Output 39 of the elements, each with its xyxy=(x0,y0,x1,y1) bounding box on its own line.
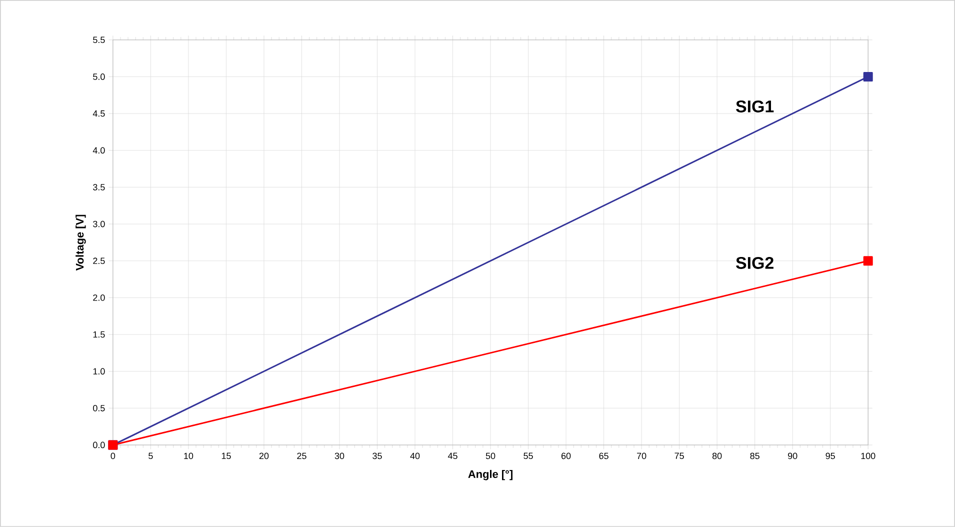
series-label: SIG1 xyxy=(736,100,774,112)
x-tick-label: 100 xyxy=(861,452,876,460)
x-tick-label: 30 xyxy=(334,452,344,460)
x-tick-label: 95 xyxy=(826,452,835,460)
x-tick-label: 60 xyxy=(561,452,571,460)
x-tick-label: 75 xyxy=(674,452,684,460)
x-tick-label: 15 xyxy=(222,452,231,460)
y-tick-label: 0.5 xyxy=(93,405,105,412)
x-tick-label: 10 xyxy=(184,452,194,460)
x-tick-label: 55 xyxy=(524,452,533,460)
y-tick-label: 0.0 xyxy=(93,442,105,448)
y-tick-label: 1.0 xyxy=(93,368,105,375)
x-tick-label: 90 xyxy=(788,452,798,460)
x-tick-label: 35 xyxy=(372,452,382,460)
point xyxy=(863,72,873,82)
y-tick-label: 4.0 xyxy=(92,147,105,154)
series-label: SIG2 xyxy=(736,256,774,269)
y-tick-label: 2.5 xyxy=(93,258,105,264)
y-tick-label: 2.0 xyxy=(93,294,105,301)
x-tick-label: 5 xyxy=(148,452,153,460)
y-tick-label: 5.0 xyxy=(93,74,105,80)
x-tick-label: 65 xyxy=(599,452,608,460)
point xyxy=(863,256,873,266)
y-tick-label: 3.5 xyxy=(93,184,105,190)
x-tick-label: 70 xyxy=(637,452,646,460)
y-axis-title: Voltage [V] xyxy=(76,214,86,271)
y-tick-label: 5.5 xyxy=(93,36,105,44)
x-tick-label: 20 xyxy=(259,452,269,460)
y-tick-label: 4.5 xyxy=(92,110,105,117)
x-tick-label: 50 xyxy=(486,452,496,460)
x-tick-label: 45 xyxy=(448,452,458,460)
y-tick-label: 3.0 xyxy=(93,220,105,228)
x-tick-label: 85 xyxy=(750,452,760,460)
x-tick-label: 80 xyxy=(712,452,722,460)
x-tick-label: 0 xyxy=(110,452,116,460)
x-tick-label: 25 xyxy=(297,452,306,460)
y-tick-label: 1.5 xyxy=(93,331,105,338)
x-axis-title: Angle [°] xyxy=(468,470,512,480)
x-tick-label: 40 xyxy=(410,452,420,460)
